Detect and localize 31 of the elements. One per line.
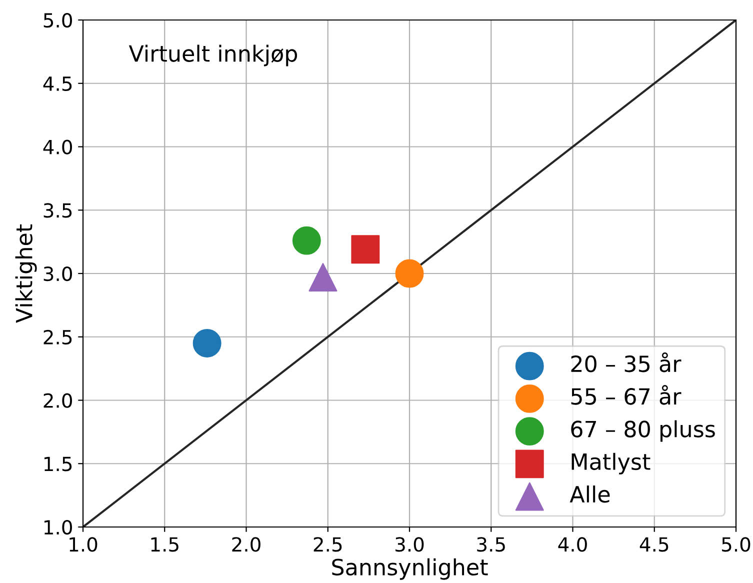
y-tick-label: 4.0 — [43, 140, 72, 154]
y-tick-label: 2.0 — [44, 393, 72, 408]
legend-label: Alle — [570, 485, 610, 503]
y-tick-label: 1.5 — [44, 456, 72, 472]
point — [351, 235, 380, 264]
x-tick-label: 2.5 — [314, 537, 342, 552]
legend-label: 55 – 67 år — [571, 385, 682, 405]
point — [292, 226, 321, 255]
y-tick-label: 2.5 — [44, 330, 72, 345]
x-tick-label: 2.0 — [232, 537, 260, 552]
y-tick-label: 5.0 — [44, 12, 72, 28]
y-tick-label: 3.5 — [44, 203, 72, 218]
legend-label: 67 – 80 pluss — [571, 420, 715, 442]
point — [192, 328, 222, 358]
x-tick-label: 3.0 — [396, 537, 424, 552]
x-tick-label: 4.0 — [558, 537, 587, 552]
point — [308, 263, 338, 292]
legend-label: 20 – 35 år — [571, 352, 682, 372]
y-tick-label: 3.0 — [44, 266, 72, 282]
y-axis-title: Viktighet — [15, 224, 37, 323]
x-tick-label: 1.5 — [151, 537, 178, 552]
legend-label: Matlyst — [572, 452, 650, 474]
x-tick-label: 5.0 — [722, 537, 750, 552]
point — [395, 259, 424, 288]
y-tick-label: 1.0 — [44, 520, 72, 535]
x-tick-label: 4.5 — [640, 537, 668, 552]
y-tick-label: 4.5 — [43, 76, 72, 92]
x-tick-label: 1.0 — [70, 537, 98, 552]
x-tick-label: 3.5 — [477, 537, 505, 552]
annotation: Virtuelt innkjøp — [128, 44, 298, 66]
x-axis-title: Sannsynlighet — [332, 558, 488, 580]
